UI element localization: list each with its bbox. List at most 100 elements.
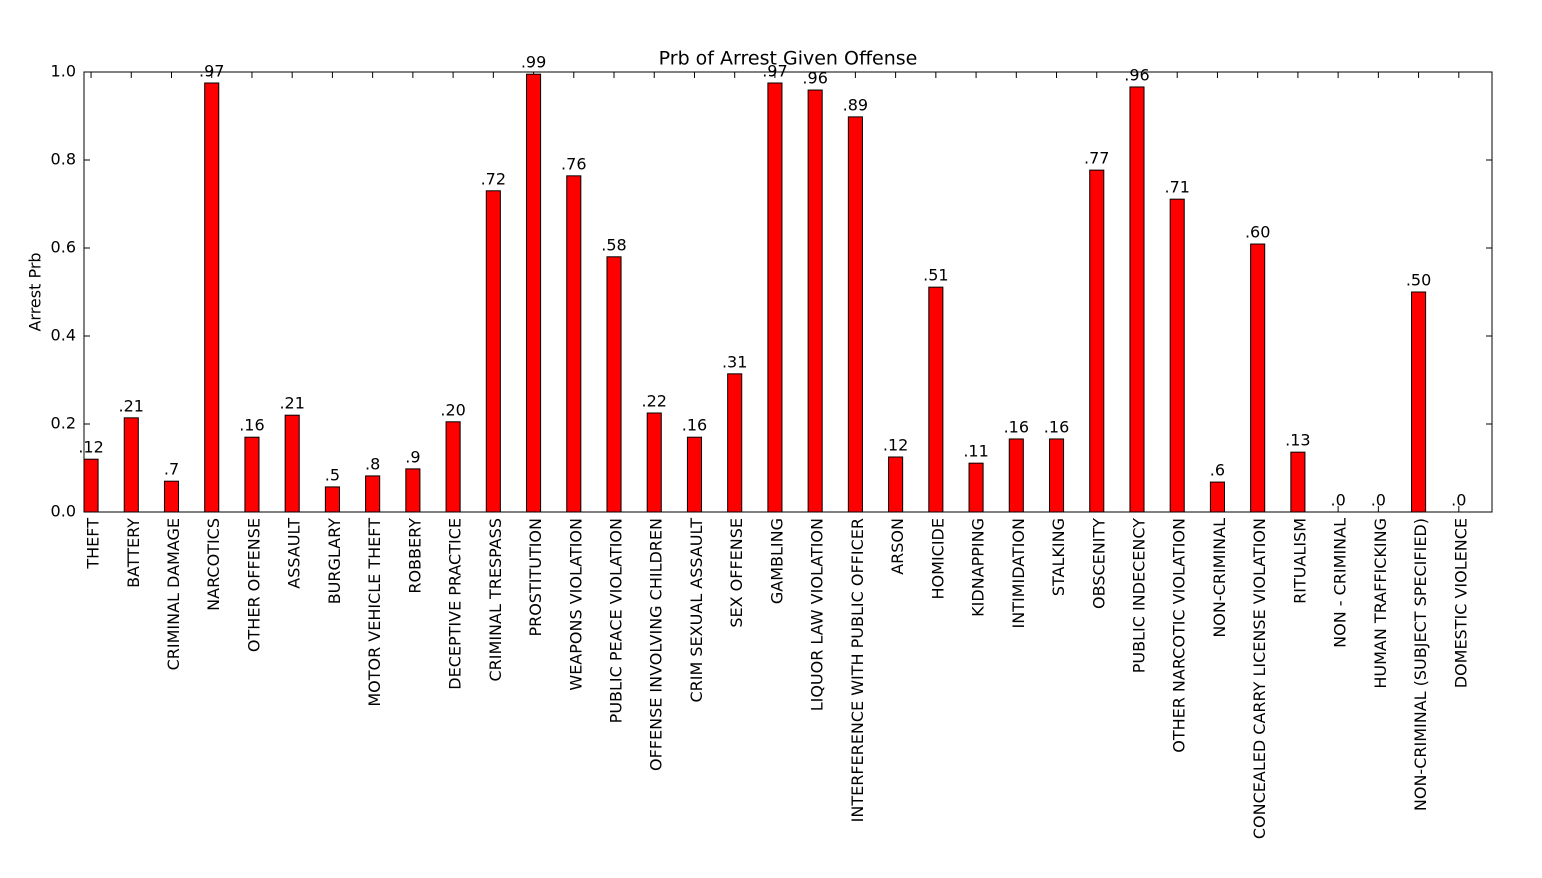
value-label: .96 (802, 69, 827, 88)
bar (123, 417, 139, 513)
x-tick-label: PUBLIC INDECENCY (1129, 518, 1148, 673)
x-tick-label: ASSAULT (285, 518, 304, 589)
x-tick-label: BATTERY (124, 518, 143, 588)
bar (324, 486, 340, 513)
y-tick-label: 0.2 (51, 414, 76, 433)
value-label: .51 (923, 266, 948, 285)
value-label: .76 (561, 154, 586, 173)
value-label: .0 (1371, 491, 1386, 510)
bar (1290, 451, 1306, 513)
x-tick-label: WEAPONS VIOLATION (566, 518, 585, 691)
plot-frame (83, 71, 1493, 513)
x-tick-label: OFFENSE INVOLVING CHILDREN (647, 518, 666, 771)
x-tick-label: THEFT (84, 518, 103, 570)
y-tick-label: 0.6 (51, 238, 76, 257)
value-label: .5 (325, 465, 340, 484)
x-tick-label: LIQUOR LAW VIOLATION (808, 518, 827, 711)
bar (767, 82, 783, 513)
value-label: .12 (883, 436, 908, 455)
x-tick-label: BURGLARY (325, 518, 344, 605)
value-label: .0 (1451, 491, 1466, 510)
x-tick-label: OTHER NARCOTIC VIOLATION (1170, 518, 1189, 753)
value-label: .97 (199, 62, 224, 81)
x-tick-label: NON-CRIMINAL (1210, 518, 1229, 638)
x-tick-label: OTHER OFFENSE (244, 518, 263, 652)
x-tick-label: PROSTITUTION (526, 518, 545, 637)
x-tick-label: INTERFERENCE WITH PUBLIC OFFICER (848, 518, 867, 822)
bar (1411, 291, 1427, 513)
x-tick-label: CRIMINAL DAMAGE (164, 518, 183, 670)
y-axis-label: Arrest Prb (26, 252, 45, 331)
bar (445, 421, 461, 513)
bar (606, 256, 622, 513)
value-label: .72 (481, 169, 506, 188)
value-label: .96 (1124, 65, 1149, 84)
bar (204, 82, 220, 513)
value-label: .8 (365, 454, 380, 473)
bar (807, 89, 823, 513)
x-tick-label: INTIMIDATION (1009, 518, 1028, 629)
value-label: .20 (440, 400, 465, 419)
y-tick-label: 0.4 (51, 326, 76, 345)
value-label: .71 (1164, 178, 1189, 197)
x-tick-label: ARSON (888, 518, 907, 575)
bar (888, 456, 904, 513)
chart-title: Prb of Arrest Given Offense (659, 48, 918, 70)
y-tick-label: 0.0 (51, 502, 76, 521)
bar (686, 436, 703, 513)
x-tick-label: KIDNAPPING (969, 518, 988, 617)
x-tick-label: CRIMINAL TRESPASS (486, 518, 505, 681)
x-tick-label: STALKING (1049, 518, 1068, 596)
value-label: .16 (1004, 417, 1029, 436)
bar (1250, 243, 1266, 513)
x-tick-label: ROBBERY (405, 518, 424, 594)
value-label: .99 (521, 53, 546, 72)
x-tick-label: NON - CRIMINAL (1331, 518, 1350, 648)
value-label: .60 (1245, 223, 1270, 242)
bar (646, 412, 662, 513)
value-label: .7 (164, 460, 179, 479)
bar (244, 436, 260, 513)
bar (485, 190, 501, 513)
bar (1089, 169, 1105, 513)
value-label: .77 (1084, 149, 1109, 168)
value-label: .11 (963, 442, 988, 461)
value-label: .21 (279, 394, 304, 413)
bar (1048, 438, 1065, 513)
x-tick-label: PUBLIC PEACE VIOLATION (607, 518, 626, 723)
x-tick-label: RITUALISM (1290, 518, 1309, 604)
value-label: .12 (78, 438, 103, 457)
bar (163, 480, 180, 513)
value-label: .21 (119, 396, 144, 415)
x-tick-label: HOMICIDE (928, 518, 947, 599)
x-tick-label: OBSCENITY (1089, 518, 1108, 609)
value-label: .58 (601, 235, 626, 254)
value-label: .16 (239, 416, 264, 435)
value-label: .9 (405, 447, 420, 466)
value-label: .97 (762, 62, 787, 81)
bar (968, 462, 984, 513)
value-label: .31 (722, 352, 747, 371)
x-tick-label: HUMAN TRAFFICKING (1371, 518, 1390, 689)
value-label: .16 (1044, 417, 1069, 436)
x-tick-label: CRIM SEXUAL ASSAULT (687, 518, 706, 703)
bar (284, 414, 300, 513)
value-label: .50 (1406, 271, 1431, 290)
bar (1169, 198, 1185, 513)
x-tick-label: SEX OFFENSE (727, 518, 746, 628)
x-tick-label: NARCOTICS (204, 518, 223, 611)
value-label: .6 (1210, 461, 1225, 480)
x-tick-label: NON-CRIMINAL (SUBJECT SPECIFIED) (1411, 518, 1430, 811)
bar (928, 286, 944, 513)
bar (566, 175, 582, 513)
bar (526, 73, 542, 513)
bar (405, 468, 421, 513)
x-tick-label: GAMBLING (767, 518, 786, 604)
value-label: .16 (682, 416, 707, 435)
x-tick-label: DOMESTIC VIOLENCE (1451, 518, 1470, 688)
bar (83, 458, 99, 513)
value-label: .0 (1330, 491, 1345, 510)
x-tick-label: DECEPTIVE PRACTICE (446, 518, 465, 690)
value-label: .89 (843, 95, 868, 114)
